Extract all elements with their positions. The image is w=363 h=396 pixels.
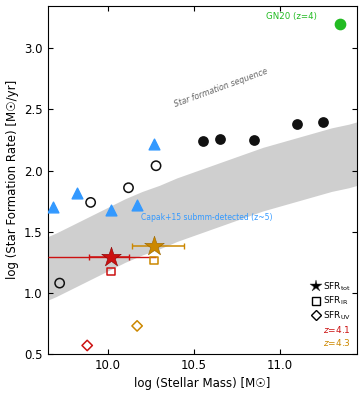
Point [134, 202, 140, 208]
Point [200, 138, 205, 145]
Point [109, 207, 114, 213]
Point [294, 121, 300, 128]
Text: Star formation sequence: Star formation sequence [173, 67, 269, 109]
Legend: SFR$_{\rm tot}$, SFR$_{\rm IR}$, SFR$_{\rm UV}$, $z$=4.1, $z$=4.3: SFR$_{\rm tot}$, SFR$_{\rm IR}$, SFR$_{\… [309, 278, 353, 350]
Point [126, 185, 131, 191]
Point [151, 141, 157, 147]
Text: Capak+15 submm-detected (z~5): Capak+15 submm-detected (z~5) [140, 213, 272, 222]
Point [337, 21, 343, 27]
Point [134, 323, 140, 329]
Point [84, 342, 90, 348]
Point [151, 243, 157, 249]
Point [74, 189, 80, 196]
Point [109, 254, 114, 260]
Point [153, 163, 159, 169]
Point [57, 280, 62, 286]
Point [109, 268, 114, 275]
Point [251, 137, 257, 143]
Y-axis label: log (Star Formation Rate) [M☉/yr]: log (Star Formation Rate) [M☉/yr] [5, 80, 19, 280]
Point [151, 257, 157, 264]
Point [88, 199, 94, 206]
Text: GN20 (z=4): GN20 (z=4) [266, 12, 317, 21]
Point [217, 136, 223, 142]
Point [320, 118, 326, 125]
X-axis label: log (Stellar Mass) [M☉]: log (Stellar Mass) [M☉] [134, 377, 271, 390]
Point [50, 204, 56, 210]
